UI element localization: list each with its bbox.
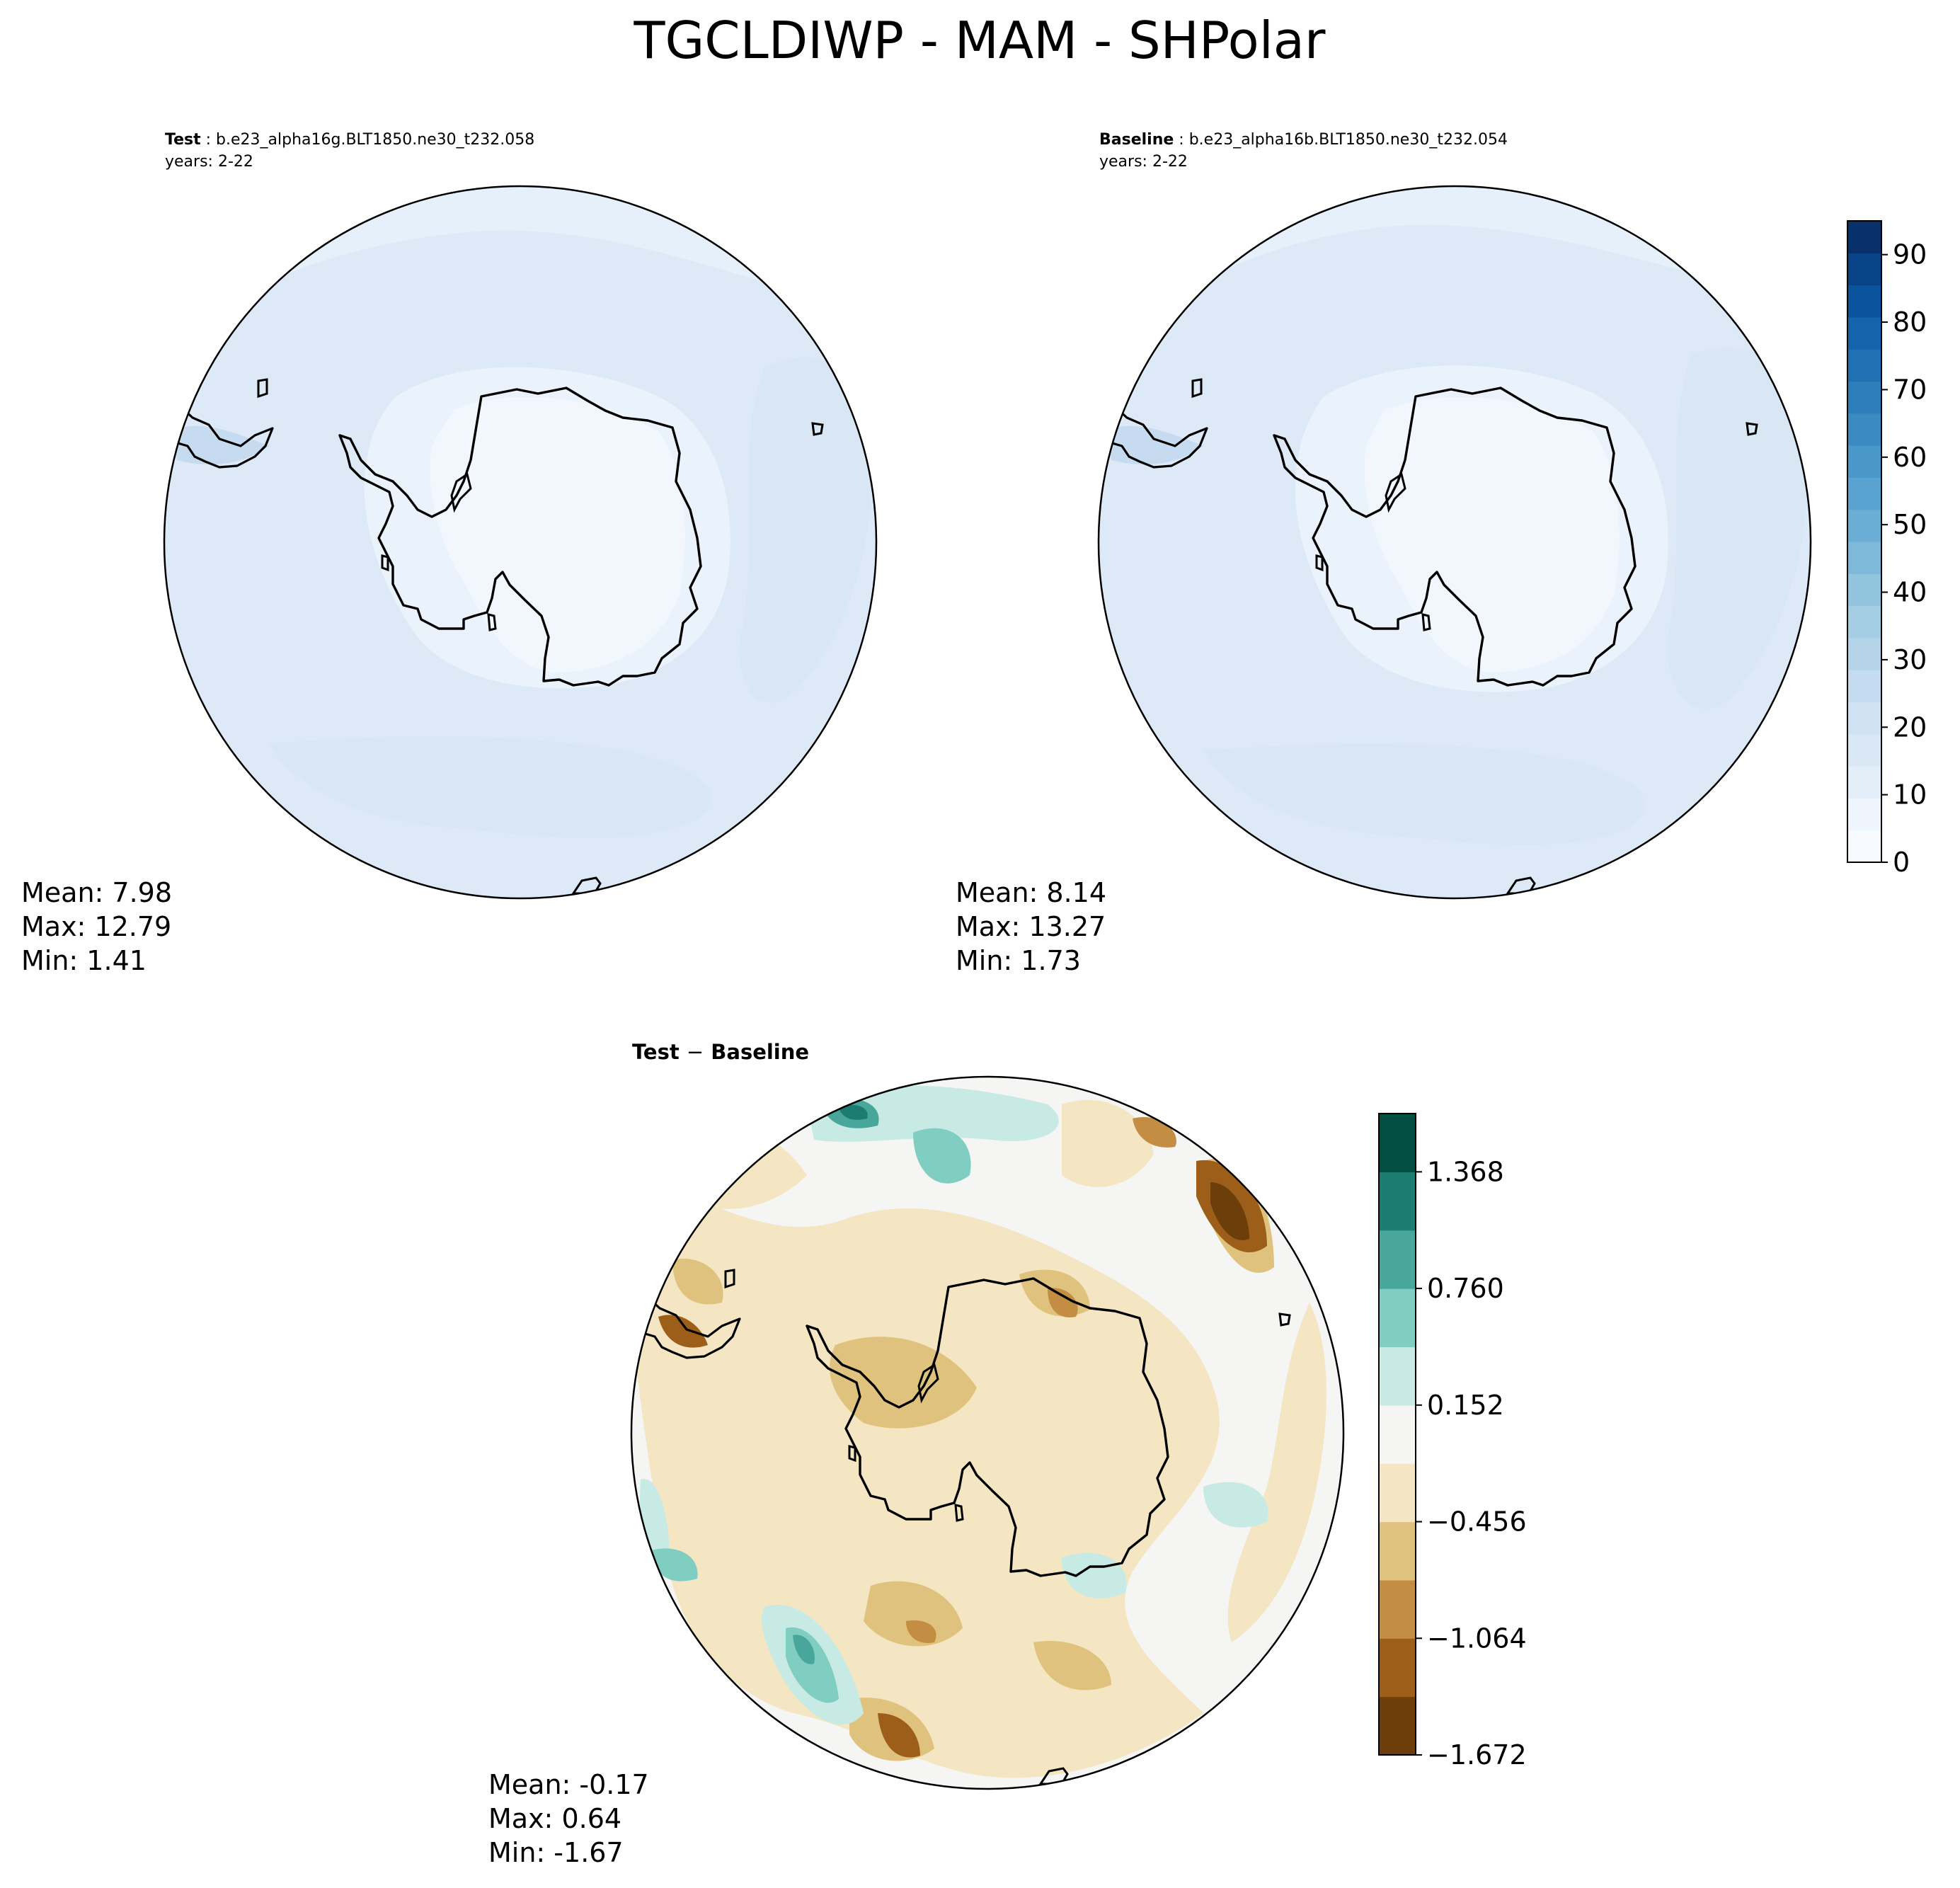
test-max: Max: 12.79 — [21, 911, 171, 942]
baseline-mean: Mean: 8.14 — [956, 877, 1106, 908]
main-colorbar-segment — [1847, 798, 1881, 831]
diff-colorbar-frame — [1378, 1113, 1416, 1756]
main-colorbar-segment — [1847, 285, 1881, 318]
baseline-years: years: 2-22 — [1099, 153, 1188, 171]
main-colorbar-segment — [1847, 381, 1881, 414]
diff-colorbar-segment — [1379, 1404, 1416, 1464]
main-colorbar-segment — [1847, 413, 1881, 446]
diff-colorbar-segment — [1379, 1638, 1416, 1698]
main-colorbar: 0 10 20 30 40 50 60 70 80 90 — [1847, 220, 1927, 878]
test-min: Min: 1.41 — [21, 945, 147, 976]
baseline-panel: Baseline : b.e23_alpha16b.BLT1850.ne30_t… — [956, 131, 1812, 976]
diff-colorbar-tick-label: 0.760 — [1427, 1273, 1504, 1304]
diff-colorbar-tick-label: 1.368 — [1427, 1156, 1504, 1187]
main-colorbar-segment — [1847, 702, 1881, 735]
diff-colorbar-segment — [1379, 1230, 1416, 1289]
baseline-panel-header: Baseline : b.e23_alpha16b.BLT1850.ne30_t… — [1099, 131, 1508, 149]
main-colorbar-segment — [1847, 573, 1881, 607]
test-map-boundary — [163, 185, 878, 900]
main-colorbar-segments — [1847, 221, 1881, 863]
test-panel: Test : b.e23_alpha16g.BLT1850.ne30_t232.… — [21, 131, 878, 976]
main-colorbar-segment — [1847, 477, 1881, 510]
test-panel-header: Test : b.e23_alpha16g.BLT1850.ne30_t232.… — [165, 131, 534, 149]
diff-colorbar-segments — [1379, 1114, 1416, 1756]
diff-colorbar-tick-label: −0.456 — [1427, 1506, 1527, 1538]
diff-max: Max: 0.64 — [488, 1803, 621, 1834]
main-colorbar-segment — [1847, 509, 1881, 542]
diff-label-baseline: Baseline — [711, 1040, 809, 1064]
main-colorbar-tick-label: 20 — [1893, 711, 1927, 743]
diff-label-minus: − — [687, 1040, 704, 1064]
main-colorbar-ticks: 0 10 20 30 40 50 60 70 80 90 — [1881, 239, 1927, 878]
diff-colorbar-segment — [1379, 1172, 1416, 1231]
diff-colorbar-segment — [1379, 1114, 1416, 1172]
main-colorbar-segment — [1847, 253, 1881, 286]
main-colorbar-tick-label: 90 — [1893, 239, 1927, 270]
main-colorbar-segment — [1847, 605, 1881, 639]
diff-colorbar-segment — [1379, 1288, 1416, 1348]
main-colorbar-tick-label: 0 — [1893, 847, 1910, 878]
main-colorbar-segment — [1847, 733, 1881, 767]
main-colorbar-segment — [1847, 637, 1881, 670]
diff-colorbar-tick-label: 0.152 — [1427, 1390, 1504, 1421]
main-colorbar-tick-label: 70 — [1893, 374, 1927, 405]
diff-colorbar-segment — [1379, 1463, 1416, 1523]
main-colorbar-segment — [1847, 349, 1881, 382]
main-colorbar-tick-label: 30 — [1893, 644, 1927, 675]
baseline-label: Baseline — [1099, 131, 1174, 149]
test-label: Test — [165, 131, 201, 149]
baseline-max: Max: 13.27 — [956, 911, 1106, 942]
diff-colorbar-segment — [1379, 1696, 1416, 1756]
main-colorbar-segment — [1847, 766, 1881, 799]
main-colorbar-segment — [1847, 542, 1881, 574]
difference-map — [631, 1077, 1343, 1789]
diff-colorbar: −1.672 −1.064 −0.456 0.152 0.760 1.368 — [1378, 1113, 1527, 1770]
baseline-map-boundary — [1097, 185, 1812, 900]
diff-colorbar-segment — [1379, 1346, 1416, 1406]
main-colorbar-tick-label: 40 — [1893, 577, 1927, 608]
main-colorbar-tick-label: 80 — [1893, 307, 1927, 338]
diff-label-test: Test — [632, 1040, 680, 1064]
main-colorbar-frame — [1847, 220, 1882, 863]
main-colorbar-segment — [1847, 221, 1881, 253]
difference-map-boundary — [630, 1075, 1345, 1790]
main-colorbar-segment — [1847, 670, 1881, 703]
diff-colorbar-tick-label: −1.672 — [1427, 1739, 1527, 1770]
difference-panel-header: Test − Baseline — [632, 1040, 809, 1064]
diff-mean: Mean: -0.17 — [488, 1769, 649, 1800]
diff-colorbar-ticks: −1.672 −1.064 −0.456 0.152 0.760 1.368 — [1416, 1156, 1527, 1770]
main-colorbar-tick-label: 10 — [1893, 779, 1927, 811]
diff-colorbar-segment — [1379, 1521, 1416, 1581]
test-mean: Mean: 7.98 — [21, 877, 172, 908]
test-years: years: 2-22 — [165, 153, 253, 171]
main-colorbar-segment — [1847, 830, 1881, 863]
test-case-name: b.e23_alpha16g.BLT1850.ne30_t232.058 — [216, 131, 534, 149]
baseline-case-name: b.e23_alpha16b.BLT1850.ne30_t232.054 — [1189, 131, 1508, 149]
main-colorbar-segment — [1847, 316, 1881, 350]
baseline-min: Min: 1.73 — [956, 945, 1081, 976]
diff-colorbar-segment — [1379, 1579, 1416, 1639]
difference-panel: Test − Baseline — [488, 1040, 1345, 1868]
figure-title: TGCLDIWP - MAM - SHPolar — [634, 11, 1326, 70]
diff-min: Min: -1.67 — [488, 1837, 624, 1868]
main-colorbar-tick-label: 50 — [1893, 509, 1927, 540]
main-colorbar-tick-label: 60 — [1893, 442, 1927, 473]
diff-colorbar-tick-label: −1.064 — [1427, 1623, 1527, 1654]
main-colorbar-segment — [1847, 445, 1881, 478]
